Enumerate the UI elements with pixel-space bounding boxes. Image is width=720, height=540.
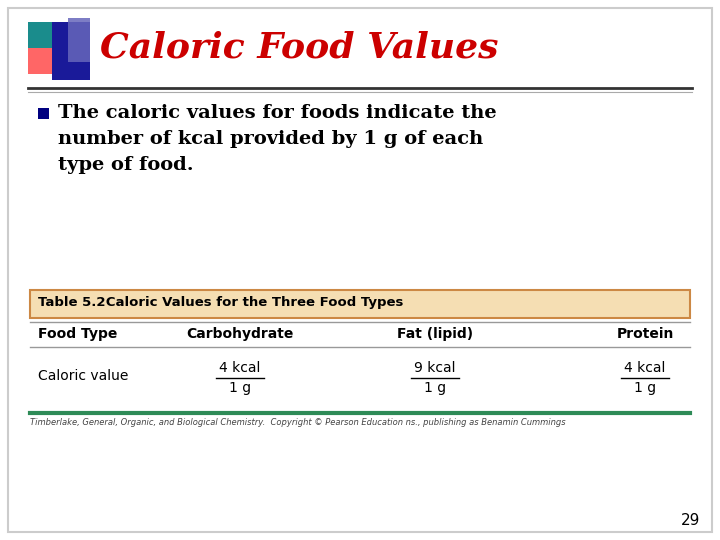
Text: Protein: Protein — [616, 327, 674, 341]
Text: Table 5.2: Table 5.2 — [38, 296, 106, 309]
Text: Timberlake, General, Organic, and Biological Chemistry.  Copyright © Pearson Edu: Timberlake, General, Organic, and Biolog… — [30, 418, 566, 427]
FancyBboxPatch shape — [28, 48, 64, 74]
Text: 9 kcal: 9 kcal — [414, 361, 456, 375]
Text: Food Type: Food Type — [38, 327, 117, 341]
Text: 4 kcal: 4 kcal — [624, 361, 666, 375]
FancyBboxPatch shape — [30, 290, 690, 318]
Text: 4 kcal: 4 kcal — [220, 361, 261, 375]
Text: Caloric value: Caloric value — [38, 369, 128, 383]
FancyBboxPatch shape — [52, 22, 90, 80]
Text: number of kcal provided by 1 g of each: number of kcal provided by 1 g of each — [58, 130, 483, 148]
Text: Caloric Food Values: Caloric Food Values — [100, 30, 498, 64]
Text: 1 g: 1 g — [634, 381, 656, 395]
Text: The caloric values for foods indicate the: The caloric values for foods indicate th… — [58, 104, 497, 122]
Text: Fat (lipid): Fat (lipid) — [397, 327, 473, 341]
Text: 29: 29 — [680, 513, 700, 528]
Text: Caloric Values for the Three Food Types: Caloric Values for the Three Food Types — [92, 296, 403, 309]
Text: 1 g: 1 g — [229, 381, 251, 395]
Text: 1 g: 1 g — [424, 381, 446, 395]
Text: type of food.: type of food. — [58, 156, 194, 174]
FancyBboxPatch shape — [68, 18, 90, 62]
FancyBboxPatch shape — [38, 108, 49, 119]
Text: Carbohydrate: Carbohydrate — [186, 327, 294, 341]
FancyBboxPatch shape — [28, 22, 80, 74]
